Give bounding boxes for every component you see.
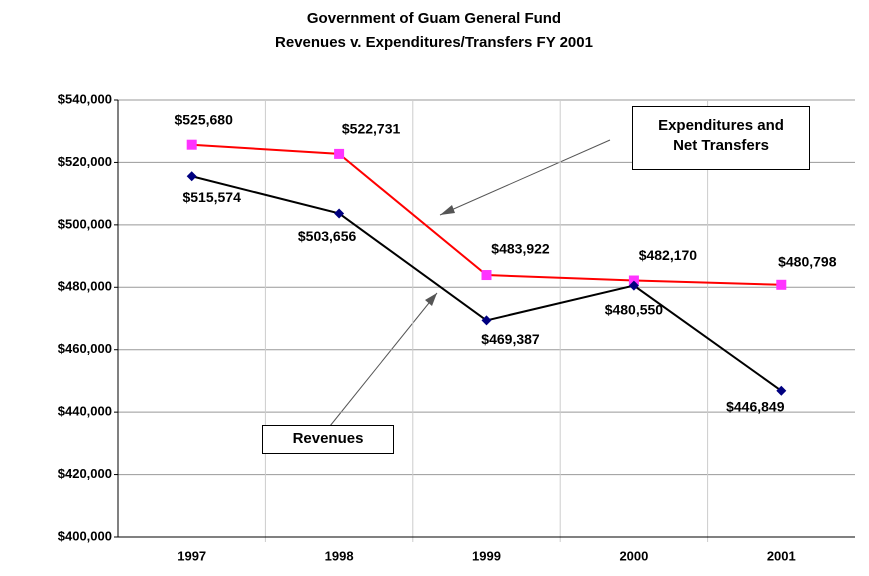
y-tick-label: $540,000 [58,91,112,106]
annotation-arrow [329,292,438,427]
annotation-box: Expenditures and Net Transfers [632,106,810,170]
x-tick-label: 1999 [472,548,501,563]
data-label: $522,731 [342,121,401,137]
data-label: $503,656 [298,228,357,244]
chart-subtitle: Revenues v. Expenditures/Transfers FY 20… [275,34,593,51]
point [776,385,787,396]
y-tick-label: $480,000 [58,279,112,294]
chart-title: Government of Guam General Fund [307,10,561,27]
data-label: $483,922 [491,241,550,257]
y-tick-label: $460,000 [58,341,112,356]
series-line [191,175,782,392]
data-label: $525,680 [174,111,233,127]
point [481,270,492,281]
point [481,315,492,326]
point [186,139,197,150]
x-tick-label: 2001 [767,548,796,563]
arrow-head [425,293,437,306]
point [628,275,639,286]
point [776,279,787,290]
data-label: $482,170 [639,247,698,263]
x-tick-label: 1997 [177,548,206,563]
y-tick-label: $500,000 [58,216,112,231]
data-label: $446,849 [726,398,785,414]
point [628,280,639,291]
point [334,148,345,159]
y-tick-label: $440,000 [58,404,112,419]
y-tick-label: $400,000 [58,528,112,543]
data-label: $515,574 [182,189,241,205]
x-tick-label: 1998 [325,548,354,563]
data-label: $469,387 [481,331,540,347]
y-tick-label: $420,000 [58,466,112,481]
arrow-head [440,205,455,215]
data-label: $480,798 [778,253,837,269]
annotation-arrow [439,139,611,216]
point [334,208,345,219]
y-tick-label: $520,000 [58,154,112,169]
x-tick-label: 2000 [619,548,648,563]
data-label: $480,550 [605,301,664,317]
annotation-box: Revenues [262,425,394,454]
point [186,171,197,182]
